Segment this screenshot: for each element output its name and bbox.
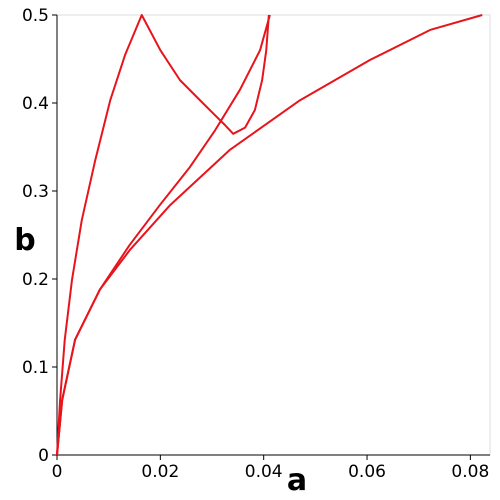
y-tick-label: 0.3	[22, 182, 49, 202]
y-tick-label: 0.1	[22, 358, 49, 378]
x-tick-label: 0.04	[245, 462, 283, 482]
curve	[56, 14, 271, 456]
y-tick-label: 0.2	[22, 270, 49, 290]
x-axis-label: a	[287, 463, 307, 498]
curve	[56, 14, 483, 456]
frame	[56, 14, 491, 456]
y-tick-label: 0.5	[22, 6, 49, 26]
x-tick-label: 0.06	[348, 462, 386, 482]
y-tick-label: 0.4	[22, 94, 49, 114]
x-tick-label: 0	[52, 462, 63, 482]
x-tick-label: 0.02	[141, 462, 179, 482]
x-tick-label: 0.08	[451, 462, 489, 482]
y-tick-label: 0	[38, 446, 49, 466]
y-axis-label: b	[14, 223, 35, 258]
curve	[56, 14, 270, 456]
